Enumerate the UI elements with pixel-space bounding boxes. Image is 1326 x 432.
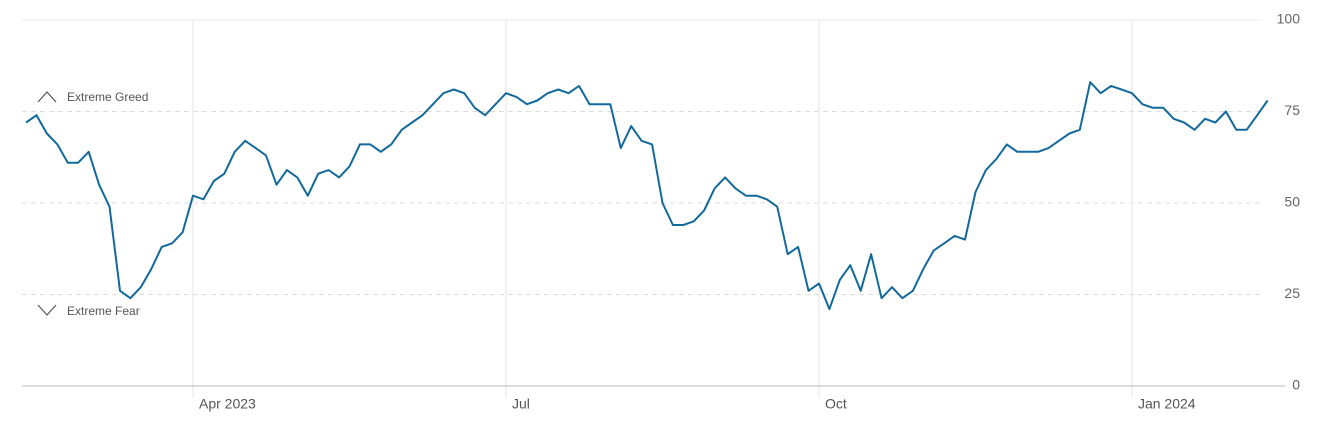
x-tick-label: Jan 2024 [1138, 396, 1196, 412]
x-tick-label: Oct [825, 396, 847, 412]
y-tick-label: 25 [1284, 285, 1300, 301]
greed-icon [37, 91, 57, 103]
fear-icon [37, 304, 57, 316]
x-tick-label: Apr 2023 [199, 396, 256, 412]
y-tick-label: 75 [1284, 102, 1300, 118]
y-tick-label: 0 [1292, 377, 1300, 393]
data-line [25, 81, 1269, 311]
y-tick-label: 50 [1284, 194, 1300, 210]
y-tick-label: 100 [1277, 11, 1301, 27]
annotation: Extreme Fear [67, 304, 140, 318]
annotation: Extreme Greed [67, 90, 148, 104]
x-tick-label: Jul [512, 396, 530, 412]
